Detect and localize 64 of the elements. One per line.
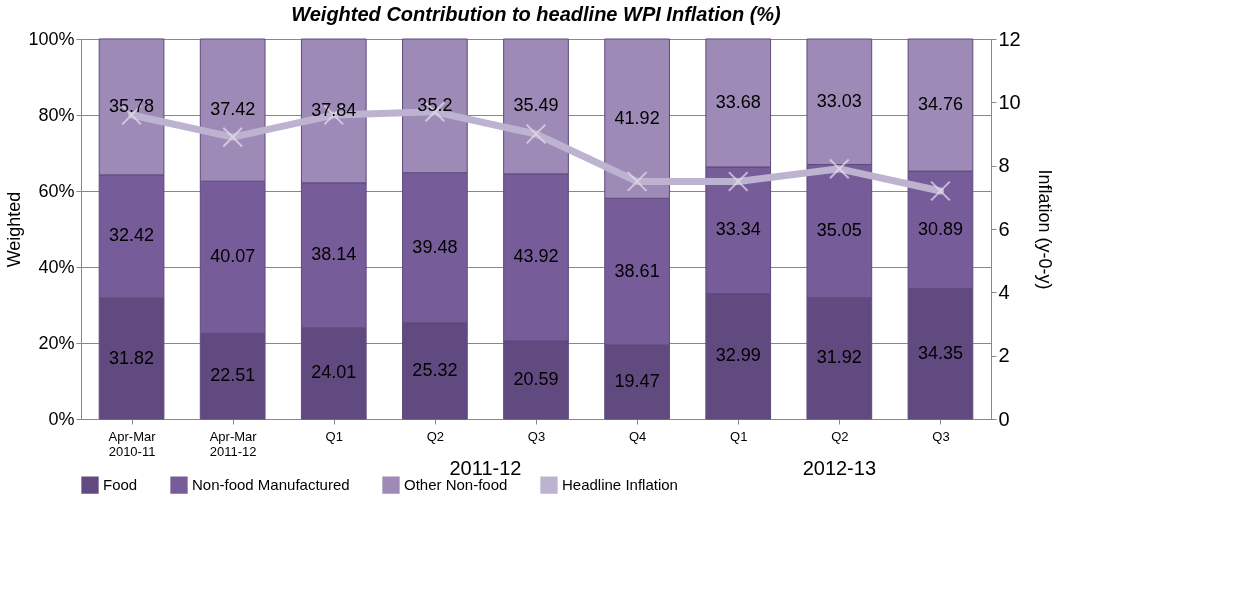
y2-tick-label: 2 — [998, 344, 1010, 367]
x-tick-label: Q2 — [426, 428, 445, 444]
x-tick-label: Q1 — [730, 428, 748, 444]
data-label: 38.61 — [614, 260, 660, 281]
x-tick-label: Apr-Mar 2011-12 — [209, 428, 258, 459]
y-tick-label: 80% — [38, 104, 75, 125]
point — [222, 126, 244, 148]
data-label: 33.68 — [715, 91, 761, 112]
data-label: 37.42 — [210, 99, 256, 120]
y2-tick-label: 0 — [998, 407, 1010, 430]
y2-tick-label: 6 — [998, 217, 1010, 240]
data-label: 35.78 — [109, 95, 155, 116]
y2-tick-label: 10 — [998, 90, 1021, 113]
y-tick-label: 0% — [48, 408, 75, 429]
y2-tick-label: 8 — [998, 154, 1010, 177]
data-label: 38.14 — [311, 244, 357, 265]
y-tick-label: 60% — [38, 180, 75, 201]
y2-tick-label: 4 — [998, 280, 1010, 303]
data-label: 22.51 — [210, 365, 256, 386]
point — [525, 123, 547, 145]
y2-tick-label: 12 — [998, 27, 1021, 50]
data-label: 24.01 — [311, 362, 357, 383]
x-tick-label: Q2 — [831, 428, 849, 444]
y-tick-label: 40% — [38, 256, 75, 277]
data-label: 35.49 — [513, 95, 559, 116]
data-label: 25.32 — [412, 359, 458, 380]
legend-label: Non-food Manufactured — [192, 476, 350, 494]
data-label: 34.76 — [917, 94, 963, 115]
data-label: 19.47 — [614, 371, 660, 392]
data-label: 33.34 — [715, 219, 761, 240]
data-label: 30.89 — [917, 218, 963, 239]
point — [727, 171, 749, 192]
y-axis-title: Weighted — [4, 191, 25, 268]
chart-title: Weighted Contribution to headline WPI Inflation (%) — [291, 3, 782, 25]
data-label: 32.42 — [109, 225, 155, 246]
data-label: 32.99 — [715, 345, 761, 366]
data-label: 43.92 — [513, 246, 559, 267]
data-label: 31.92 — [816, 347, 862, 368]
point — [828, 158, 850, 180]
data-label: 39.48 — [412, 236, 458, 257]
x-tick-label: Q3 — [932, 428, 950, 444]
text: 2012-13 — [802, 457, 877, 479]
legend-label: Headline Inflation — [562, 476, 678, 494]
x-tick-label: Q4 — [628, 428, 647, 444]
data-label: 40.07 — [210, 246, 256, 267]
data-label: 37.84 — [311, 99, 357, 120]
data-label: 20.59 — [513, 368, 559, 389]
x-tick-label: Q1 — [325, 428, 343, 444]
legend-label: Food — [103, 476, 138, 494]
y2-axis-title: Inflation (y-0-y) — [1034, 169, 1055, 290]
point — [930, 180, 951, 202]
x-tick-label: Q3 — [527, 428, 546, 444]
data-label: 35.05 — [816, 220, 862, 241]
data-label: 34.35 — [917, 342, 963, 363]
legend-label: Other Non-food — [404, 476, 508, 494]
data-label: 31.82 — [109, 347, 155, 368]
data-label: 41.92 — [614, 107, 660, 128]
data-label: 35.2 — [417, 94, 453, 115]
y-tick-label: 100% — [28, 28, 75, 49]
point — [626, 171, 648, 192]
x-tick-label: Apr-Mar 2010-11 — [108, 428, 157, 459]
text: 2011-12 — [449, 457, 522, 479]
data-label: 33.03 — [816, 90, 862, 111]
y-tick-label: 20% — [38, 332, 75, 353]
